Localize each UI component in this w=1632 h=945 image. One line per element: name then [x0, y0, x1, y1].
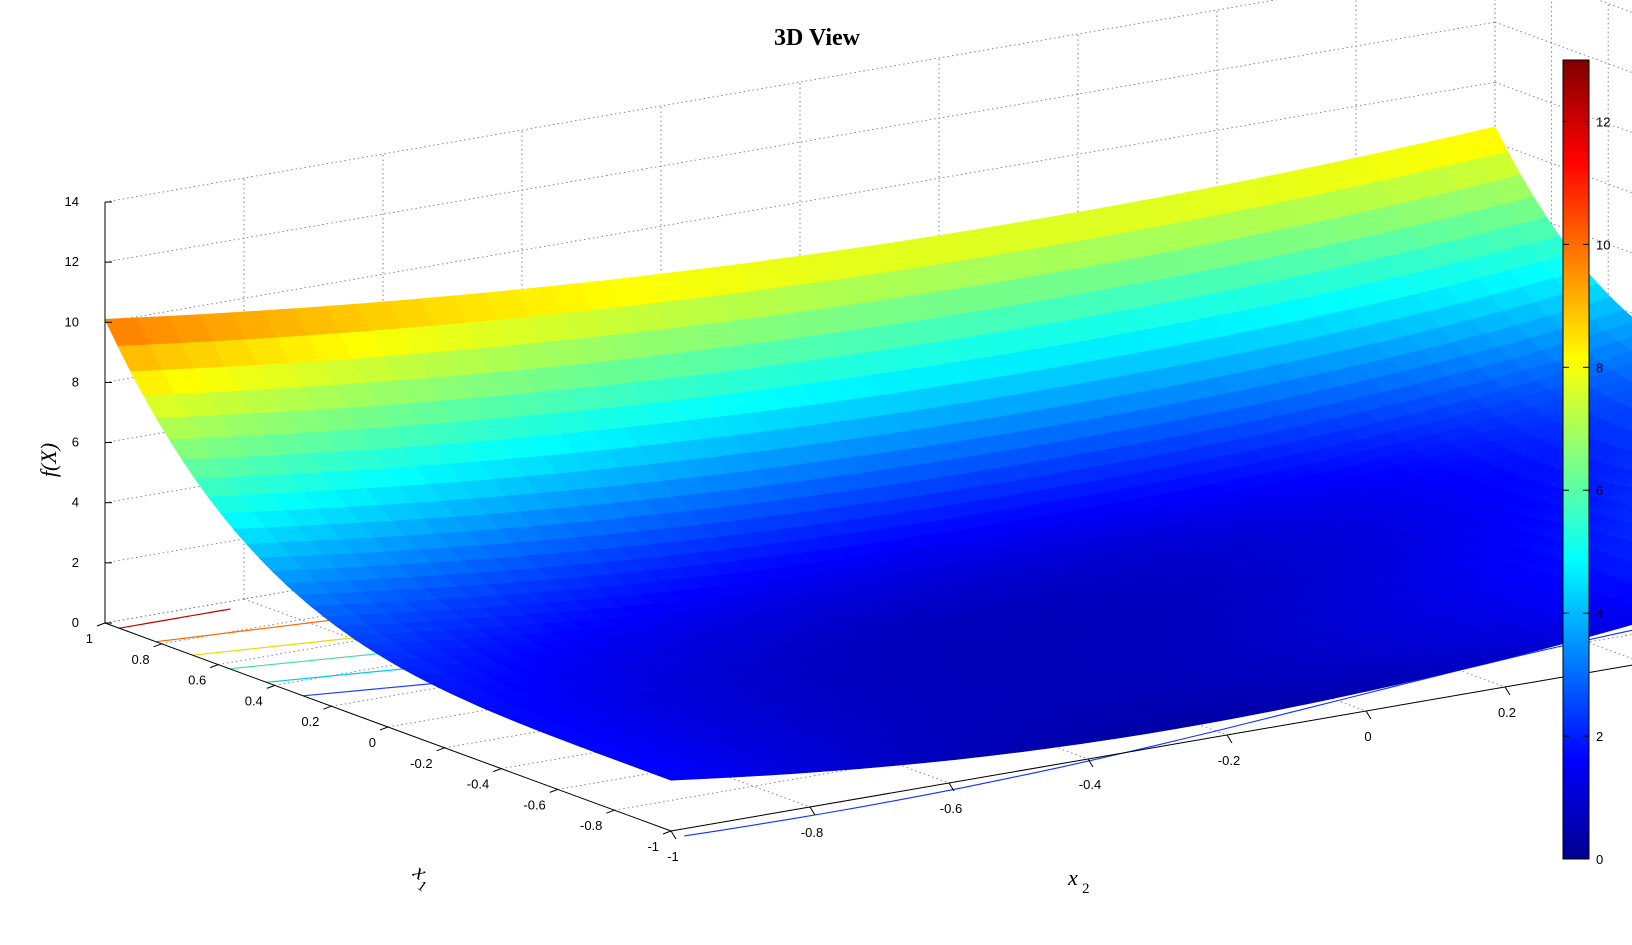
grid-line	[104, 81, 1496, 323]
grid-line	[104, 0, 1278, 203]
x2-tick	[1504, 686, 1511, 696]
x1-tick-label: 0.6	[188, 673, 206, 688]
x1-tick-label: 0.8	[132, 652, 150, 667]
z-tick-label: 8	[72, 374, 79, 389]
z-tick-label: 6	[72, 435, 79, 450]
x2-tick-label: -0.8	[801, 825, 823, 840]
x1-tick-label: -0.4	[467, 777, 489, 792]
colorbar-ticks: 0 2 4 6 8 10 12	[1563, 114, 1610, 867]
x1-tick	[266, 684, 275, 689]
colorbar-tick-label: 10	[1596, 237, 1610, 252]
surface-patch	[1624, 426, 1632, 432]
x1-tick	[436, 747, 445, 752]
surface-patch	[1623, 602, 1632, 610]
x2-tick	[809, 806, 816, 816]
x2-tick	[948, 782, 955, 792]
colorbar-tick-label: 0	[1596, 852, 1603, 867]
svg-text:f(X): f(X)	[36, 443, 61, 477]
colorbar-gradient	[1562, 59, 1590, 860]
colorbar-tick-label: 8	[1596, 360, 1603, 375]
x1-tick	[96, 622, 106, 627]
x1-tick	[379, 726, 389, 731]
colorbar-tick-label: 2	[1596, 729, 1603, 744]
x2-tick	[1226, 734, 1233, 744]
surface-patch	[1627, 503, 1632, 506]
surface	[104, 126, 1632, 781]
x1-tick	[606, 809, 615, 814]
x2-tick	[1365, 710, 1372, 720]
surface-patch	[657, 773, 703, 781]
x1-tick	[323, 705, 332, 710]
colorbar-tick-label: 6	[1596, 483, 1603, 498]
svg-text:2: 2	[1082, 881, 1090, 897]
z-tick-label: 12	[65, 254, 79, 269]
colorbar-tick-label: 12	[1596, 114, 1610, 129]
x1-tick-label: 1	[86, 631, 93, 646]
x2-tick-label: -0.4	[1079, 777, 1101, 792]
x1-tick-label: 0	[369, 735, 376, 750]
surface-patch	[1624, 375, 1632, 383]
x1-tick	[210, 664, 219, 669]
x1-tick	[662, 830, 672, 835]
svg-text:x: x	[1067, 865, 1078, 890]
x2-tick-label: -0.2	[1218, 753, 1240, 768]
z-tick-label: 0	[72, 615, 79, 630]
x2-axis-label: x 2	[1067, 865, 1090, 897]
x1-tick	[549, 788, 558, 793]
x1-tick-label: -1	[647, 839, 659, 854]
x1-tick	[153, 643, 162, 648]
x1-tick-label: 0.4	[245, 693, 263, 708]
surface-patch	[1625, 467, 1632, 471]
x2-tick-label: 0.2	[1498, 705, 1516, 720]
grid-line	[614, 634, 1632, 811]
x1-tick-label: -0.6	[523, 797, 545, 812]
x1-tick-label: -0.2	[410, 756, 432, 771]
x2-tick-label: -1	[667, 849, 679, 864]
z-tick-label: 14	[65, 194, 79, 209]
x2-tick-label: -0.6	[940, 801, 962, 816]
x1-tick	[493, 768, 502, 773]
x2-tick	[1087, 758, 1094, 768]
z-tick-label: 10	[65, 314, 79, 329]
contour-line	[119, 608, 231, 629]
axes: 0 2 4 6 8 10 12 14 1 0.8 0.6 0.4 0.2 0 -0.2 -0.4 -0.6 -0.…	[65, 194, 1632, 864]
x2-tick	[670, 830, 677, 840]
x2-tick-label: 0	[1364, 729, 1371, 744]
z-tick-label: 2	[72, 555, 79, 570]
x1-axis-label: x 1	[408, 858, 431, 895]
surface-patch	[1622, 556, 1632, 563]
x1-tick-label: -0.8	[580, 818, 602, 833]
contour-line	[684, 629, 1632, 837]
colorbar: 0 2 4 6 8 10 12	[1562, 59, 1610, 867]
colorbar-tick-label: 4	[1596, 606, 1603, 621]
chart-title: 3D View	[774, 25, 861, 51]
x1-tick-label: 0.2	[301, 714, 319, 729]
z-axis-label: f(X)	[36, 443, 61, 477]
z-tick-label: 4	[72, 495, 79, 510]
grid-line	[104, 21, 1496, 263]
